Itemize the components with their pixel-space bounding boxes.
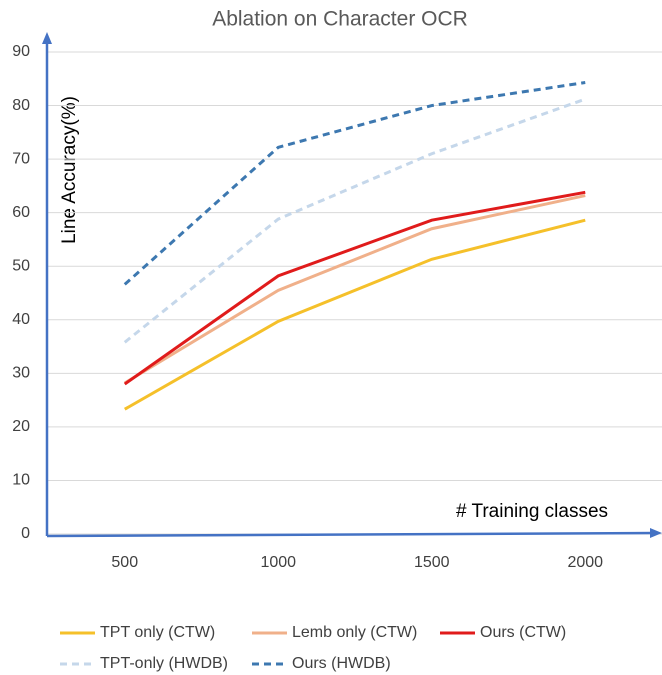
x-axis-label: # Training classes <box>456 501 608 522</box>
y-tick-label: 80 <box>12 97 30 114</box>
x-tick-label: 500 <box>111 554 138 571</box>
series-line <box>123 190 586 386</box>
y-tick-label: 20 <box>12 418 30 435</box>
series-line <box>123 194 586 385</box>
y-tick-label: 60 <box>12 204 30 221</box>
x-axis <box>46 531 656 538</box>
series-line <box>123 97 586 344</box>
y-tick-label: 90 <box>12 43 30 60</box>
y-tick-label: 50 <box>12 257 30 274</box>
x-tick-label: 1000 <box>260 554 296 571</box>
legend-label: Ours (HWDB) <box>292 655 391 672</box>
y-tick-label: 10 <box>12 472 30 489</box>
series-line <box>124 218 586 411</box>
y-tick-label: 0 <box>21 525 30 542</box>
legend-label: TPT-only (HWDB) <box>100 655 228 672</box>
y-tick-label: 70 <box>12 150 30 167</box>
x-axis-arrow <box>650 528 662 538</box>
x-tick-label: 1500 <box>414 554 450 571</box>
y-axis-label: Line Accuracy(%) <box>59 96 80 244</box>
legend-label: Ours (CTW) <box>480 624 566 641</box>
x-tick-label: 2000 <box>567 554 603 571</box>
legend-label: TPT only (CTW) <box>100 624 215 641</box>
y-tick-label: 40 <box>12 311 30 328</box>
legend-label: Lemb only (CTW) <box>292 624 417 641</box>
chart-title: Ablation on Character OCR <box>212 8 468 31</box>
y-axis-arrow <box>42 32 52 44</box>
y-tick-label: 30 <box>12 365 30 382</box>
series-line <box>123 81 586 286</box>
